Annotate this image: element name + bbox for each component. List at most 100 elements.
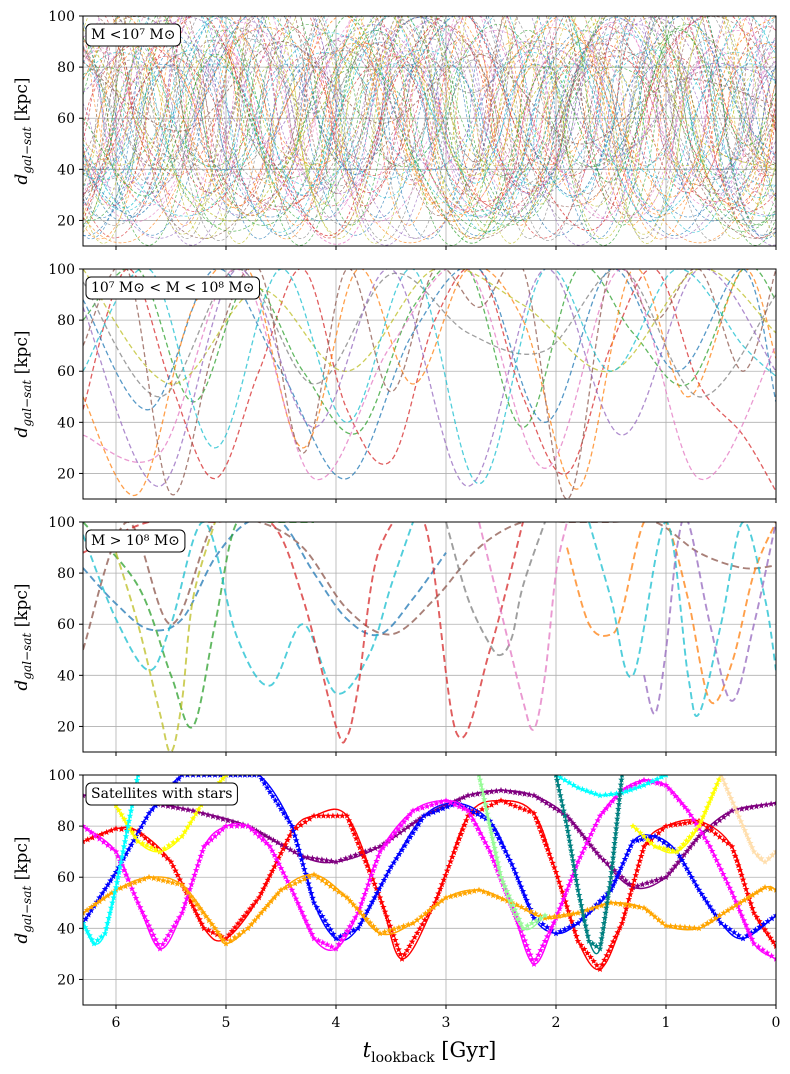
star-marker [128, 841, 135, 848]
star-marker [319, 912, 326, 919]
star-marker [667, 922, 674, 929]
star-marker [86, 932, 93, 939]
star-marker [613, 820, 620, 827]
star-marker [754, 851, 761, 858]
panel-label-box [85, 23, 181, 47]
star-marker [566, 816, 574, 823]
axes-frame [82, 521, 777, 753]
star-marker [83, 792, 87, 799]
star-marker [119, 848, 127, 855]
star-marker [632, 784, 639, 791]
star-marker [271, 851, 278, 858]
star-marker [291, 832, 298, 839]
star-marker [222, 940, 230, 947]
star-marker [570, 781, 577, 788]
star-marker [419, 804, 426, 811]
star-marker [347, 853, 354, 860]
star-marker [236, 931, 243, 938]
star-marker [734, 903, 742, 910]
star-marker [314, 874, 322, 881]
orbit-curve [114, 16, 776, 170]
star-marker [638, 836, 645, 843]
star-marker [637, 829, 644, 836]
star-marker [669, 847, 676, 854]
star-marker [537, 914, 544, 921]
star-marker [546, 914, 553, 921]
star-marker [704, 899, 711, 906]
star-marker [335, 888, 342, 895]
orbit-curve [83, 24, 776, 168]
star-marker [577, 941, 585, 948]
star-marker [654, 779, 661, 786]
star-marker [735, 862, 742, 869]
star-marker [720, 870, 727, 877]
star-marker [500, 843, 507, 850]
y-tick-label: 40 [57, 162, 75, 178]
star-marker [200, 843, 208, 850]
star-marker [701, 808, 709, 815]
star-marker [469, 816, 477, 823]
star-marker [138, 831, 145, 838]
star-marker [83, 838, 87, 845]
star-marker [674, 859, 682, 866]
star-marker [401, 842, 408, 849]
star-marker [368, 898, 376, 905]
star-marker [605, 889, 612, 896]
star-marker [681, 923, 689, 930]
star-marker [262, 881, 269, 888]
star-marker [255, 832, 263, 840]
star-marker [552, 868, 560, 875]
star-marker [607, 942, 615, 949]
star-marker [713, 857, 720, 864]
star-marker [699, 813, 707, 820]
star-marker [205, 917, 213, 924]
star-marker [267, 898, 275, 905]
star-marker [435, 890, 442, 897]
star-marker [83, 919, 87, 926]
star-marker [558, 797, 565, 804]
star-marker [643, 879, 651, 886]
star-marker [164, 878, 172, 885]
star-marker [385, 868, 392, 875]
star-marker [252, 775, 257, 778]
star-marker [555, 807, 562, 814]
orbit-curve [83, 56, 776, 166]
star-marker [575, 891, 583, 898]
star-marker [282, 873, 289, 880]
star-marker [712, 914, 719, 921]
star-marker [744, 926, 752, 933]
star-marker [747, 900, 755, 907]
star-marker [644, 836, 651, 843]
star-marker [574, 886, 582, 893]
y-tick-label: 40 [57, 415, 75, 431]
star-marker [376, 885, 383, 892]
series-line [83, 522, 524, 744]
orbit-curve [104, 16, 776, 213]
star-marker [733, 857, 740, 864]
star-marker [765, 855, 772, 862]
star-marker [551, 913, 558, 920]
star-marker [244, 924, 252, 932]
star-marker [145, 922, 153, 929]
star-marker [129, 829, 136, 836]
star-marker [535, 951, 542, 958]
star-marker [483, 805, 490, 812]
star-marker [638, 852, 645, 859]
star-marker [89, 834, 96, 841]
star-marker [184, 824, 191, 831]
star-marker [161, 845, 168, 852]
star-marker [503, 887, 511, 894]
star-marker [612, 900, 619, 907]
star-marker [530, 960, 538, 967]
y-tick-label: 80 [57, 60, 75, 76]
star-marker [488, 830, 495, 837]
star-marker [507, 800, 514, 807]
star-marker [559, 802, 566, 809]
star-marker [409, 807, 417, 814]
star-marker [366, 903, 373, 910]
star-marker [639, 881, 646, 888]
star-marker [227, 937, 234, 944]
star-marker [748, 804, 755, 811]
star-marker [167, 927, 175, 934]
star-marker [197, 852, 205, 859]
